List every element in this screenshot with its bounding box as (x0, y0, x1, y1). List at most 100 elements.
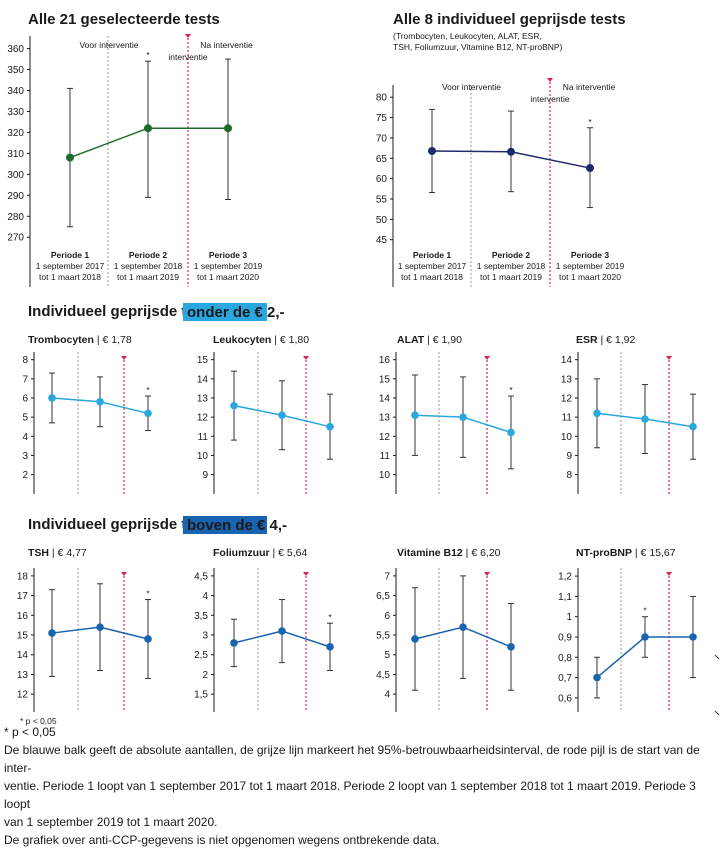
test-name: Trombocyten (28, 334, 94, 346)
y-tick-label: 13 (379, 413, 391, 424)
data-point (96, 623, 104, 631)
y-tick-label: 1 (566, 612, 572, 623)
y-tick-label: 5 (22, 413, 28, 424)
y-tick-label: 0,9 (558, 633, 572, 644)
small-chart: Vitamine B12 | € 6,20 4 4,5 5 5,5 6 6,5 7 (376, 547, 515, 712)
figure-notes: * p < 0,05 De blauwe balk geeft de absol… (4, 723, 716, 849)
y-tick-label: 15 (17, 631, 29, 642)
period-from: 1 september 2019 (556, 261, 625, 271)
y-tick-label: 15 (197, 355, 209, 366)
test-name: NT-proBNP (576, 547, 632, 559)
y-tick-label: 4 (202, 591, 208, 602)
period-to: tot 1 maart 2018 (39, 272, 101, 282)
data-point (641, 415, 649, 423)
chart-title: Leukocyten | € 1,80 (213, 334, 309, 346)
y-tick-label: 8 (566, 470, 572, 481)
period-to: tot 1 maart 2020 (559, 272, 621, 282)
data-point (507, 147, 515, 156)
section-badge-label: onder de € 2,- (187, 304, 285, 321)
y-tick-label: 300 (7, 170, 24, 181)
test-name: ESR (576, 334, 598, 346)
period-name: Periode 1 (413, 250, 452, 260)
y-tick-label: 5,5 (376, 631, 390, 642)
intervention-arrow (185, 34, 191, 38)
significance-marker: * (509, 385, 513, 395)
small-chart: TSH | € 4,77 12 13 14 15 16 17 18 * (17, 547, 152, 712)
y-tick-label: 1,5 (194, 690, 208, 701)
data-point (278, 627, 286, 635)
y-tick-label: 70 (376, 133, 388, 144)
y-tick-label: 11 (380, 451, 391, 462)
y-tick-label: 270 (7, 233, 24, 244)
notes-line: De grafiek over anti-CCP-gegevens is nie… (4, 833, 440, 847)
intervention-label: interventie (168, 52, 207, 62)
section-title: Individueel geprijsde tests (28, 516, 216, 533)
y-tick-label: 45 (376, 235, 388, 246)
overview-chart: Alle 8 individueel geprijsde tests (Tromb… (376, 11, 626, 287)
period-to: tot 1 maart 2019 (117, 272, 179, 282)
y-tick-label: 330 (7, 107, 24, 118)
y-tick-label: 13 (561, 374, 573, 385)
y-tick-label: 75 (376, 113, 388, 124)
y-tick-label: 0,7 (558, 673, 572, 684)
test-name: Foliumzuur (213, 547, 270, 559)
phase-label-before: Voor interventie (79, 40, 138, 50)
data-point (593, 673, 601, 682)
y-tick-label: 4,5 (194, 571, 208, 582)
y-tick-label: 6 (22, 393, 28, 404)
period-to: tot 1 maart 2020 (197, 272, 259, 282)
y-tick-label: 14 (197, 374, 209, 385)
chart-subtitle: TSH, Foliumzuur, Vitamine B12, NT-proBNP… (393, 42, 563, 52)
chart-title: Vitamine B12 | € 6,20 (397, 547, 501, 559)
chart-title: Alle 21 geselecteerde tests (28, 11, 220, 28)
y-tick-label: 11 (198, 432, 209, 443)
notes-line: De blauwe balk geeft de absolute aantall… (4, 743, 700, 775)
data-point (411, 411, 419, 420)
notes-line: ventie. Periode 1 loopt van 1 september … (4, 779, 696, 811)
test-price: | € 1,80 (271, 334, 309, 346)
y-tick-label: 310 (7, 149, 24, 160)
data-point (507, 643, 515, 651)
test-name: TSH (28, 547, 49, 559)
y-tick-label: 14 (17, 650, 29, 661)
y-tick-label: 2 (22, 470, 28, 481)
y-tick-label: 0,6 (558, 693, 572, 704)
test-name: ALAT (397, 334, 425, 346)
chart-title: ALAT | € 1,90 (397, 334, 462, 346)
chart-title: ESR | € 1,92 (576, 334, 636, 346)
y-tick-label: 55 (376, 195, 388, 206)
y-tick-label: 16 (17, 611, 29, 622)
data-point (586, 164, 594, 173)
period-name: Periode 3 (571, 250, 610, 260)
y-tick-label: 11 (562, 413, 573, 424)
intervention-arrow (666, 572, 672, 576)
data-point (48, 394, 56, 402)
data-point (428, 146, 436, 155)
y-tick-label: 50 (376, 215, 388, 226)
period-name: Periode 1 (51, 250, 90, 260)
period-name: Periode 2 (129, 250, 168, 260)
data-point (689, 633, 697, 641)
test-name: Leukocyten (213, 334, 271, 346)
period-to: tot 1 maart 2018 (401, 272, 463, 282)
y-tick-label: 9 (566, 451, 572, 462)
data-point (144, 409, 152, 418)
chart-title: TSH | € 4,77 (28, 547, 87, 559)
y-tick-label: 4 (22, 432, 28, 443)
significance-marker: * (643, 606, 647, 616)
phase-label-after: Na interventie (200, 40, 253, 50)
y-tick-label: 3 (202, 631, 208, 642)
intervention-arrow (303, 572, 309, 576)
intervention-label: interventie (530, 94, 569, 104)
data-point (326, 643, 334, 651)
test-price: | € 5,64 (270, 547, 308, 559)
test-price: | € 4,77 (49, 547, 87, 559)
test-price: | € 6,20 (463, 547, 501, 559)
data-point (96, 398, 104, 406)
y-tick-label: 14 (379, 393, 391, 404)
section-badge (183, 303, 267, 321)
y-tick-label: 16 (379, 355, 391, 366)
y-tick-label: 340 (7, 86, 24, 97)
